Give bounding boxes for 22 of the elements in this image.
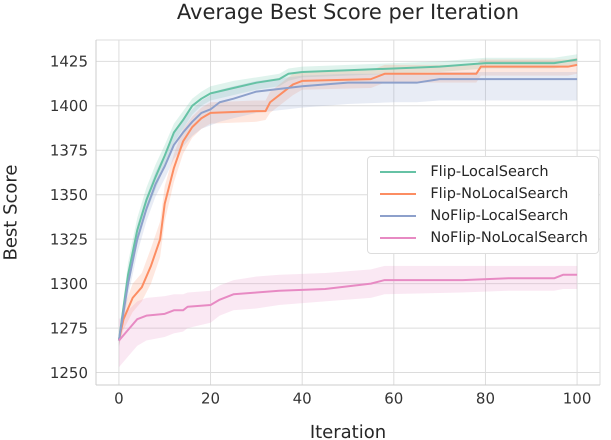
legend-label: Flip-LocalSearch <box>430 164 549 180</box>
legend-label: NoFlip-NoLocalSearch <box>430 230 588 246</box>
y-tick-label: 1350 <box>50 186 88 204</box>
y-tick-label: 1325 <box>50 230 88 248</box>
x-tick-label: 40 <box>292 390 312 408</box>
y-tick-label: 1300 <box>50 274 88 293</box>
line-series <box>118 274 578 342</box>
y-tick-label: 1375 <box>50 142 88 160</box>
x-tick-label: 100 <box>562 390 592 408</box>
x-tick-label: 60 <box>384 390 404 408</box>
y-tick-label: 1425 <box>50 52 88 71</box>
x-axis-title: Iteration <box>310 422 386 440</box>
x-tick-label: 0 <box>114 390 124 408</box>
y-tick-label: 1400 <box>50 97 88 116</box>
y-axis-title: Best Score <box>0 164 22 260</box>
x-tick-label: 20 <box>201 390 220 408</box>
legend-label: Flip-NoLocalSearch <box>430 186 568 202</box>
legend-label: NoFlip-LocalSearch <box>430 208 568 224</box>
y-tick-label: 1275 <box>50 319 88 338</box>
chart-title: Average Best Score per Iteration <box>176 0 520 24</box>
y-tick-label: 1250 <box>50 364 88 382</box>
x-tick-label: 80 <box>476 390 495 408</box>
